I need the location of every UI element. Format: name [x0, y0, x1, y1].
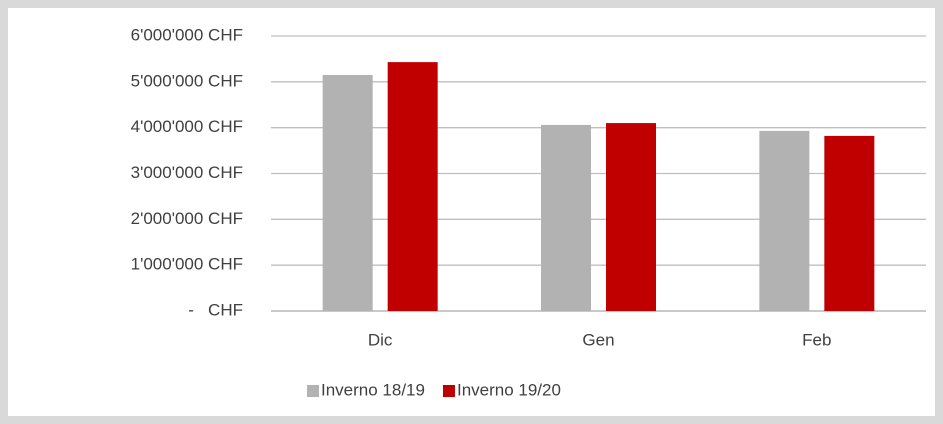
y-tick-label: 1'000'000 CHF [131, 255, 243, 274]
y-tick-label: 5'000'000 CHF [131, 71, 243, 90]
bar [322, 74, 373, 311]
legend-swatch [307, 385, 319, 397]
legend-label: Inverno 19/20 [457, 380, 561, 399]
y-tick-label: 2'000'000 CHF [131, 209, 243, 228]
bar [387, 62, 438, 311]
y-tick-label: - CHF [188, 300, 243, 319]
x-tick-label: Feb [802, 330, 831, 349]
bar [824, 135, 875, 311]
x-tick-label: Dic [368, 330, 393, 349]
bar [759, 130, 810, 311]
bar [606, 123, 656, 311]
y-tick-label: 3'000'000 CHF [131, 163, 243, 182]
legend-label: Inverno 18/19 [321, 380, 425, 399]
legend-swatch [442, 385, 455, 397]
y-tick-label: 4'000'000 CHF [131, 117, 243, 136]
x-tick-label: Gen [582, 330, 614, 349]
y-tick-label: 6'000'000 CHF [131, 25, 243, 44]
bar [541, 124, 591, 312]
